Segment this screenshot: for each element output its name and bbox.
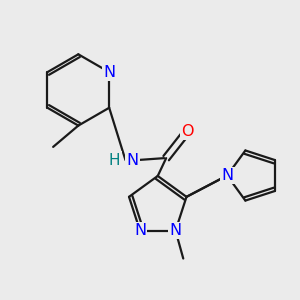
Text: N: N — [126, 153, 139, 168]
Text: O: O — [181, 124, 194, 139]
Text: N: N — [221, 168, 233, 183]
Text: H: H — [109, 153, 120, 168]
Text: N: N — [134, 223, 146, 238]
Text: N: N — [103, 64, 115, 80]
Text: N: N — [221, 168, 233, 183]
Text: N: N — [169, 223, 181, 238]
